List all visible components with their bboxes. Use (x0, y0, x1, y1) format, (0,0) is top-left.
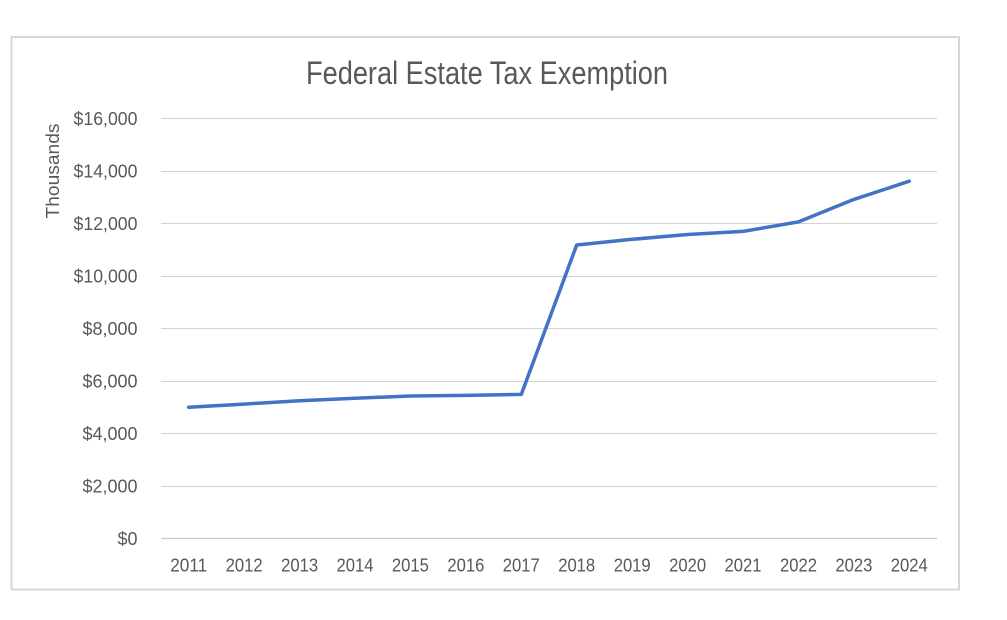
svg-text:$6,000: $6,000 (83, 372, 138, 392)
svg-text:$10,000: $10,000 (74, 267, 138, 287)
svg-text:2016: 2016 (447, 556, 484, 576)
svg-text:Federal Estate Tax Exemption: Federal Estate Tax Exemption (306, 55, 668, 91)
svg-text:2014: 2014 (337, 556, 374, 576)
svg-text:2011: 2011 (170, 556, 207, 576)
svg-text:2019: 2019 (614, 556, 651, 576)
svg-text:$4,000: $4,000 (83, 424, 138, 444)
svg-text:2012: 2012 (226, 556, 263, 576)
svg-text:2013: 2013 (281, 556, 318, 576)
svg-text:$0: $0 (118, 529, 138, 549)
svg-text:$14,000: $14,000 (74, 162, 138, 182)
svg-text:2017: 2017 (503, 556, 540, 576)
svg-text:2023: 2023 (835, 556, 872, 576)
svg-text:2022: 2022 (780, 556, 817, 576)
svg-text:2020: 2020 (669, 556, 706, 576)
svg-text:2018: 2018 (558, 556, 595, 576)
svg-text:2021: 2021 (725, 556, 762, 576)
svg-text:$2,000: $2,000 (83, 477, 138, 497)
svg-text:$12,000: $12,000 (74, 214, 138, 234)
svg-text:$16,000: $16,000 (74, 109, 138, 129)
svg-text:2015: 2015 (392, 556, 429, 576)
svg-text:2024: 2024 (891, 556, 928, 576)
svg-text:$8,000: $8,000 (83, 319, 138, 339)
svg-text:Thousands: Thousands (43, 124, 63, 219)
